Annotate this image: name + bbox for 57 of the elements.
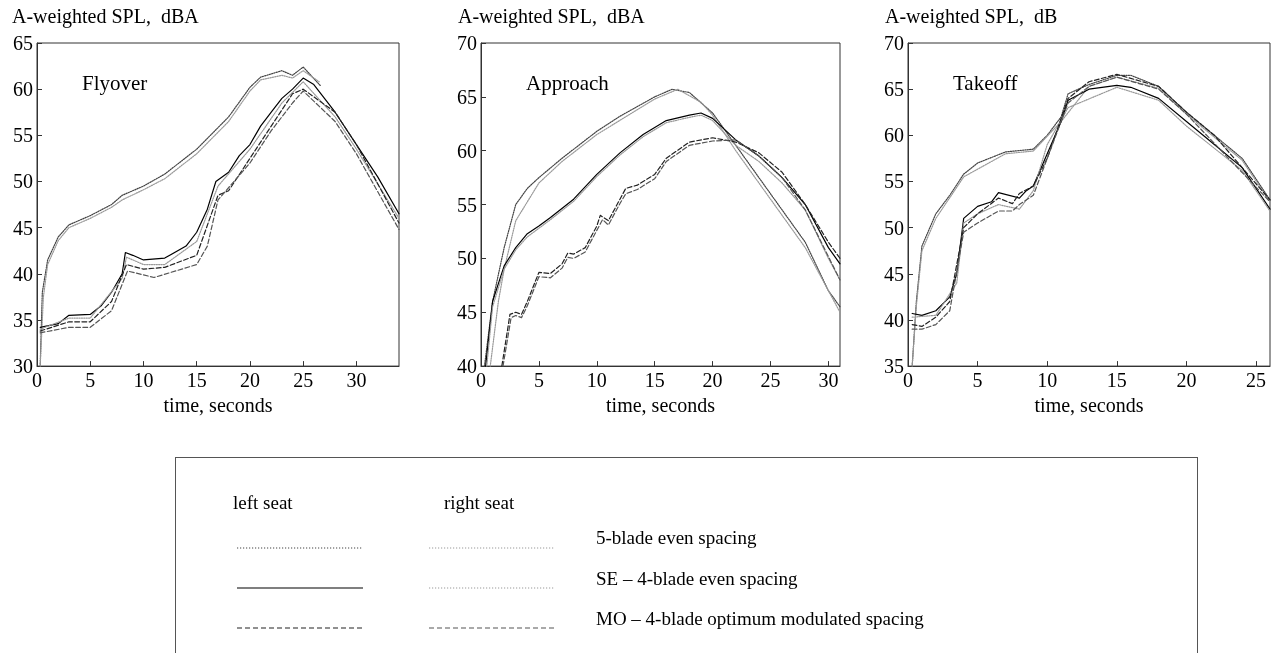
x-tick-label: 30 — [818, 369, 839, 392]
x-tick-label: 20 — [702, 369, 723, 392]
x-tick-label: 10 — [133, 369, 154, 392]
y-tick-label: 60 — [457, 139, 477, 162]
y-axis-title: A-weighted SPL, dBA — [12, 5, 200, 28]
y-tick-label: 45 — [884, 262, 904, 285]
y-tick-label: 65 — [13, 32, 33, 54]
x-tick-label: 10 — [1037, 369, 1058, 392]
text: Flyover — [82, 70, 148, 95]
text: right seat — [444, 492, 515, 514]
y-tick-label: 40 — [884, 308, 904, 331]
x-tick-label: 10 — [586, 369, 607, 392]
x-tick-label: 0 — [32, 369, 42, 392]
y-tick-label: 65 — [457, 85, 477, 108]
y-tick-label: 40 — [13, 262, 33, 285]
x-tick-label: 25 — [760, 369, 781, 392]
x-axis-title: time, seconds — [163, 394, 273, 416]
x-tick-label: 5 — [533, 369, 544, 392]
y-tick-label: 50 — [884, 216, 904, 239]
text: MO – 4-blade optimum modulated spacing — [596, 608, 924, 630]
y-tick-label: 45 — [13, 216, 33, 239]
y-tick-label: 40 — [457, 355, 477, 378]
x-tick-label: 5 — [972, 369, 983, 392]
x-tick-label: 0 — [476, 369, 486, 392]
y-tick-label: 55 — [457, 193, 477, 216]
y-tick-label: 55 — [13, 124, 33, 147]
y-tick-label: 30 — [13, 355, 33, 378]
x-tick-label: 25 — [293, 369, 314, 392]
x-axis-title: time, seconds — [1034, 394, 1144, 416]
y-tick-label: 70 — [884, 32, 904, 54]
x-tick-label: 15 — [186, 369, 207, 392]
x-tick-label: 20 — [239, 369, 260, 392]
y-tick-label: 50 — [13, 170, 33, 193]
y-tick-label: 65 — [884, 78, 904, 101]
text: SE – 4-blade even spacing — [596, 568, 798, 590]
text: Approach — [526, 70, 610, 95]
y-tick-label: 55 — [884, 170, 904, 193]
text: left seat — [233, 492, 293, 514]
y-tick-label: 35 — [13, 308, 33, 331]
x-tick-label: 5 — [85, 369, 96, 392]
x-tick-label: 30 — [346, 369, 367, 392]
y-tick-label: 50 — [457, 247, 477, 270]
y-tick-label: 45 — [457, 301, 477, 324]
y-tick-label: 60 — [13, 78, 33, 101]
x-tick-label: 20 — [1176, 369, 1197, 392]
x-tick-label: 0 — [903, 369, 913, 392]
y-axis-title: A-weighted SPL, dBA — [458, 5, 646, 28]
text: 5-blade even spacing — [596, 527, 757, 549]
text: Takeoff — [953, 70, 1018, 95]
y-axis-title: A-weighted SPL, dB — [885, 5, 1058, 28]
y-tick-label: 35 — [884, 355, 904, 378]
y-tick-label: 70 — [457, 32, 477, 54]
x-tick-label: 15 — [1106, 369, 1127, 392]
x-tick-label: 25 — [1246, 369, 1267, 392]
x-axis-title: time, seconds — [606, 394, 716, 416]
x-tick-label: 15 — [644, 369, 665, 392]
y-tick-label: 60 — [884, 124, 904, 147]
